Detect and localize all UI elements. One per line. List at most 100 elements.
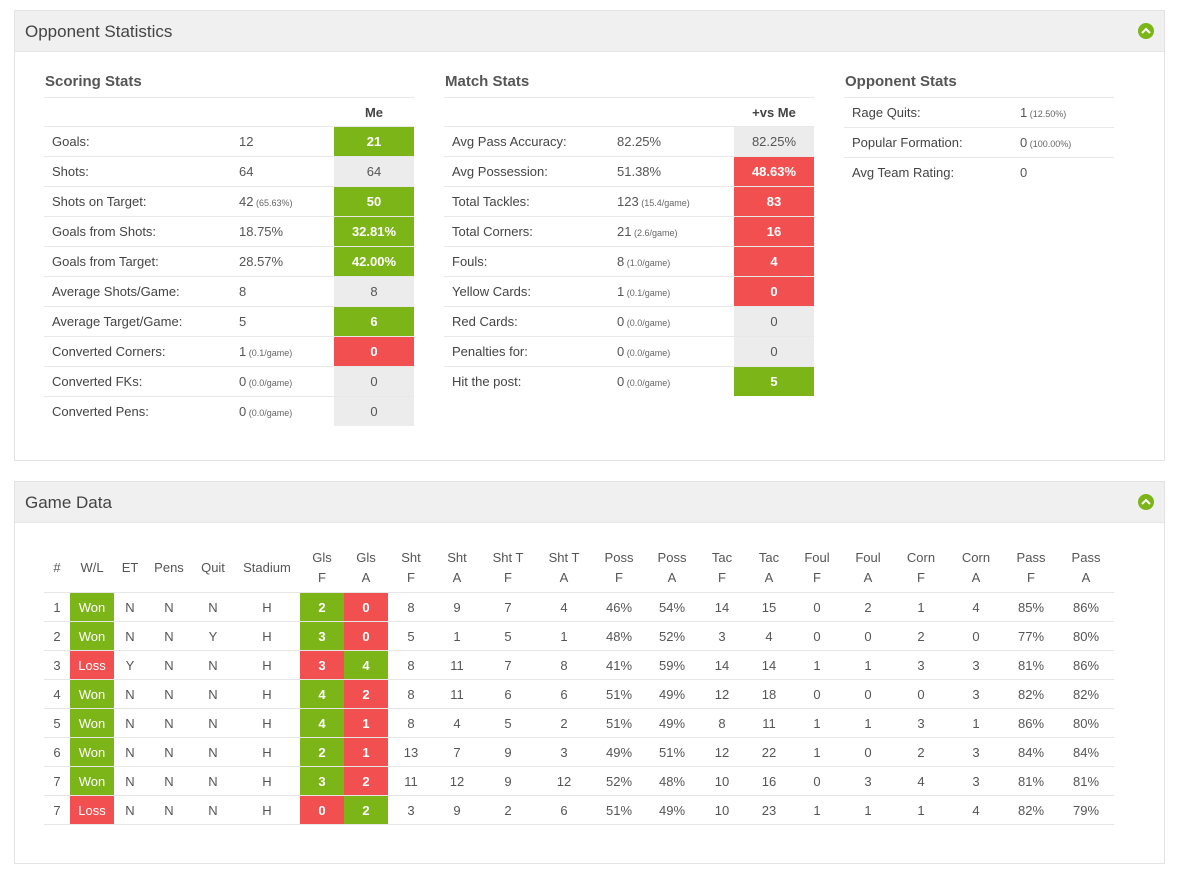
opponent-stats-table: Rage Quits: 1 (12.50%) Popular Formation: 0… xyxy=(844,97,1114,187)
result-badge: Won xyxy=(70,708,114,738)
stat-compare: 5 xyxy=(734,366,814,396)
table-row[interactable]: 4 Won N N N H 4 2 8 11 6 6 51% 49% 12 18 0 0 0 3 82% 82% xyxy=(44,679,1114,709)
stat-label: Goals from Target: xyxy=(44,246,239,277)
column-header: ET xyxy=(121,560,139,575)
scoring-stats-table: Me Goals: 12 21 Shots: 64 64 Shots on Target: 4… xyxy=(44,97,414,426)
table-cell: 84% xyxy=(1058,737,1114,767)
cmp-header: +vs Me xyxy=(734,97,814,127)
stat-value: 0 xyxy=(1020,157,1114,187)
table-cell: 6 xyxy=(44,737,70,767)
table-cell: 0 xyxy=(894,679,948,709)
stat-label: Rage Quits: xyxy=(844,97,1020,128)
stat-compare: 82.25% xyxy=(734,126,814,157)
stat-compare: 8 xyxy=(334,276,414,307)
table-cell: 3 xyxy=(948,766,1004,796)
table-row[interactable]: 7 Won N N N H 3 2 11 12 9 12 52% 48% 10 16 0 3 4 3 81% 81% xyxy=(44,766,1114,796)
table-cell: 1 xyxy=(44,592,70,622)
stat-label: Goals: xyxy=(44,126,239,157)
table-cell: 23 xyxy=(746,795,792,825)
stat-sub-value: (2.6/game) xyxy=(631,228,678,238)
table-cell: 11 xyxy=(388,766,434,796)
table-cell: N xyxy=(114,766,146,796)
table-cell: H xyxy=(234,679,300,709)
table-cell: Y xyxy=(114,650,146,680)
stat-label: Total Corners: xyxy=(444,216,617,247)
table-cell: N xyxy=(192,708,234,738)
table-cell: 0 xyxy=(792,592,842,622)
stat-compare: 48.63% xyxy=(734,156,814,187)
column-header: Pass F xyxy=(1016,550,1046,585)
column-header: Quit xyxy=(201,560,225,575)
table-cell: N xyxy=(192,650,234,680)
table-cell: 8 xyxy=(536,650,592,680)
table-cell: 0 xyxy=(842,737,894,767)
table-cell: N xyxy=(146,621,192,651)
panel-header: Opponent Statistics xyxy=(15,11,1164,52)
result-badge: Loss xyxy=(70,650,114,680)
stat-sub-value: (0.0/game) xyxy=(624,348,671,358)
table-cell: 4 xyxy=(300,708,344,738)
table-row[interactable]: 1 Won N N N H 2 0 8 9 7 4 46% 54% 14 15 0 2 1 4 85% 86% xyxy=(44,592,1114,622)
table-row[interactable]: 2 Won N N Y H 3 0 5 1 5 1 48% 52% 3 4 0 0 2 0 77% 80% xyxy=(44,621,1114,651)
table-cell: 1 xyxy=(894,592,948,622)
table-cell: 49% xyxy=(646,708,698,738)
table-cell: 0 xyxy=(300,795,344,825)
table-cell: 5 xyxy=(480,708,536,738)
table-cell: 1 xyxy=(344,737,388,767)
table-row: Average Shots/Game: 8 8 xyxy=(44,276,414,307)
stat-compare: 0 xyxy=(734,336,814,367)
table-cell: 0 xyxy=(344,592,388,622)
column-header: # xyxy=(53,560,61,575)
column-header: W/L xyxy=(80,560,104,575)
table-cell: 0 xyxy=(792,679,842,709)
table-row[interactable]: 3 Loss Y N N H 3 4 8 11 7 8 41% 59% 14 14 1 1 3 3 81% 86% xyxy=(44,650,1114,680)
stat-sub-value: (0.0/game) xyxy=(624,378,671,388)
chevron-up-circle-icon[interactable] xyxy=(1138,494,1154,510)
table-row: Fouls: 8 (1.0/game) 4 xyxy=(444,246,814,277)
stat-sub-value: (15.4/game) xyxy=(638,198,690,208)
stat-label: Popular Formation: xyxy=(844,127,1020,158)
result-badge: Won xyxy=(70,737,114,767)
panel-header: Game Data xyxy=(15,482,1164,523)
table-cell: 80% xyxy=(1058,621,1114,651)
table-cell: 2 xyxy=(344,766,388,796)
table-cell: 2 xyxy=(894,737,948,767)
table-cell: 0 xyxy=(842,621,894,651)
table-cell: 82% xyxy=(1004,679,1058,709)
column-header: Pass A xyxy=(1071,550,1101,585)
stat-value: 18.75% xyxy=(239,216,334,247)
stat-compare: 4 xyxy=(734,246,814,277)
stat-value: 64 xyxy=(239,156,334,187)
table-cell: 84% xyxy=(1004,737,1058,767)
table-cell: 1 xyxy=(842,708,894,738)
table-cell: 82% xyxy=(1004,795,1058,825)
stat-compare: 83 xyxy=(734,186,814,217)
table-cell: N xyxy=(192,737,234,767)
stat-value: 0 (100.00%) xyxy=(1020,127,1114,158)
column-header: Sht A xyxy=(447,550,467,585)
table-row: Goals from Shots: 18.75% 32.81% xyxy=(44,216,414,247)
chevron-up-circle-icon[interactable] xyxy=(1138,23,1154,39)
column-header: Corn A xyxy=(961,550,991,585)
table-cell: H xyxy=(234,766,300,796)
table-cell: 41% xyxy=(592,650,646,680)
table-cell: 2 xyxy=(894,621,948,651)
stat-value: 21 (2.6/game) xyxy=(617,216,734,247)
stat-label: Penalties for: xyxy=(444,336,617,367)
table-row[interactable]: 7 Loss N N N H 0 2 3 9 2 6 51% 49% 10 23 1 1 1 4 82% 79% xyxy=(44,795,1114,825)
table-cell: 10 xyxy=(698,795,746,825)
column-header: Foul F xyxy=(804,550,830,585)
table-cell: 7 xyxy=(44,766,70,796)
stat-value: 42 (65.63%) xyxy=(239,186,334,217)
table-cell: 12 xyxy=(434,766,480,796)
table-cell: N xyxy=(114,679,146,709)
table-cell: 2 xyxy=(44,621,70,651)
table-row[interactable]: 5 Won N N N H 4 1 8 4 5 2 51% 49% 8 11 1 1 3 1 86% 80% xyxy=(44,708,1114,738)
table-cell: 3 xyxy=(44,650,70,680)
table-row[interactable]: 6 Won N N N H 2 1 13 7 9 3 49% 51% 12 22 1 0 2 3 84% 84% xyxy=(44,737,1114,767)
table-cell: N xyxy=(114,737,146,767)
table-cell: 7 xyxy=(434,737,480,767)
stat-value: 5 xyxy=(239,306,334,337)
